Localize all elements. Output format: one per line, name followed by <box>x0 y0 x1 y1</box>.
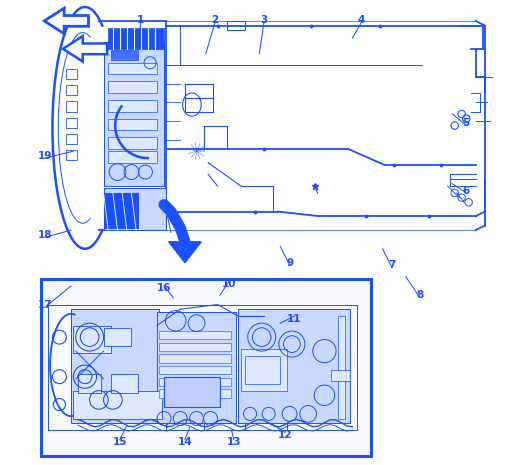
Text: 4: 4 <box>358 14 365 25</box>
Bar <box>67 118 77 128</box>
Bar <box>103 328 131 346</box>
Bar <box>67 85 77 95</box>
Text: 13: 13 <box>227 437 241 447</box>
Text: 5: 5 <box>463 118 470 128</box>
Text: 1: 1 <box>137 14 144 25</box>
Bar <box>108 119 157 130</box>
Text: 8: 8 <box>416 290 423 300</box>
Bar <box>159 378 231 386</box>
Bar <box>108 28 164 49</box>
Bar <box>227 21 246 30</box>
Text: 15: 15 <box>112 437 127 447</box>
Bar <box>246 356 280 384</box>
Text: 7: 7 <box>388 260 395 270</box>
Bar <box>73 391 162 418</box>
Bar <box>159 389 231 398</box>
Bar <box>67 69 77 79</box>
Bar <box>110 50 138 60</box>
Bar <box>67 101 77 112</box>
Text: 6: 6 <box>463 186 470 196</box>
Text: 11: 11 <box>287 313 301 324</box>
Bar <box>159 354 231 363</box>
Text: 3: 3 <box>260 14 268 25</box>
Bar <box>159 343 231 351</box>
Bar <box>103 188 166 230</box>
Bar <box>73 326 110 353</box>
Bar <box>159 331 231 339</box>
Text: 18: 18 <box>38 230 53 240</box>
Bar <box>41 279 371 456</box>
Polygon shape <box>63 36 107 62</box>
Bar <box>332 370 350 381</box>
Text: 2: 2 <box>212 14 219 25</box>
Text: 19: 19 <box>38 151 53 161</box>
Bar <box>78 374 101 393</box>
Bar <box>103 193 138 228</box>
Bar <box>157 312 236 423</box>
Bar <box>108 137 157 149</box>
Polygon shape <box>44 8 89 34</box>
Bar <box>71 309 159 423</box>
Bar <box>108 151 157 163</box>
Bar <box>67 150 77 160</box>
Bar <box>108 100 157 112</box>
Bar <box>108 81 157 93</box>
Bar <box>241 349 287 391</box>
Text: 9: 9 <box>286 258 293 268</box>
Bar <box>67 134 77 144</box>
Bar <box>103 42 164 186</box>
Text: 17: 17 <box>38 299 53 310</box>
Bar <box>338 316 345 418</box>
Text: 10: 10 <box>222 279 237 289</box>
Text: 16: 16 <box>157 283 171 293</box>
Bar <box>110 374 138 393</box>
Polygon shape <box>168 242 201 263</box>
Bar <box>108 63 157 74</box>
Bar <box>239 309 350 423</box>
Text: 12: 12 <box>278 430 292 440</box>
Text: 14: 14 <box>177 437 192 447</box>
Bar <box>159 366 231 374</box>
Bar <box>164 377 220 407</box>
